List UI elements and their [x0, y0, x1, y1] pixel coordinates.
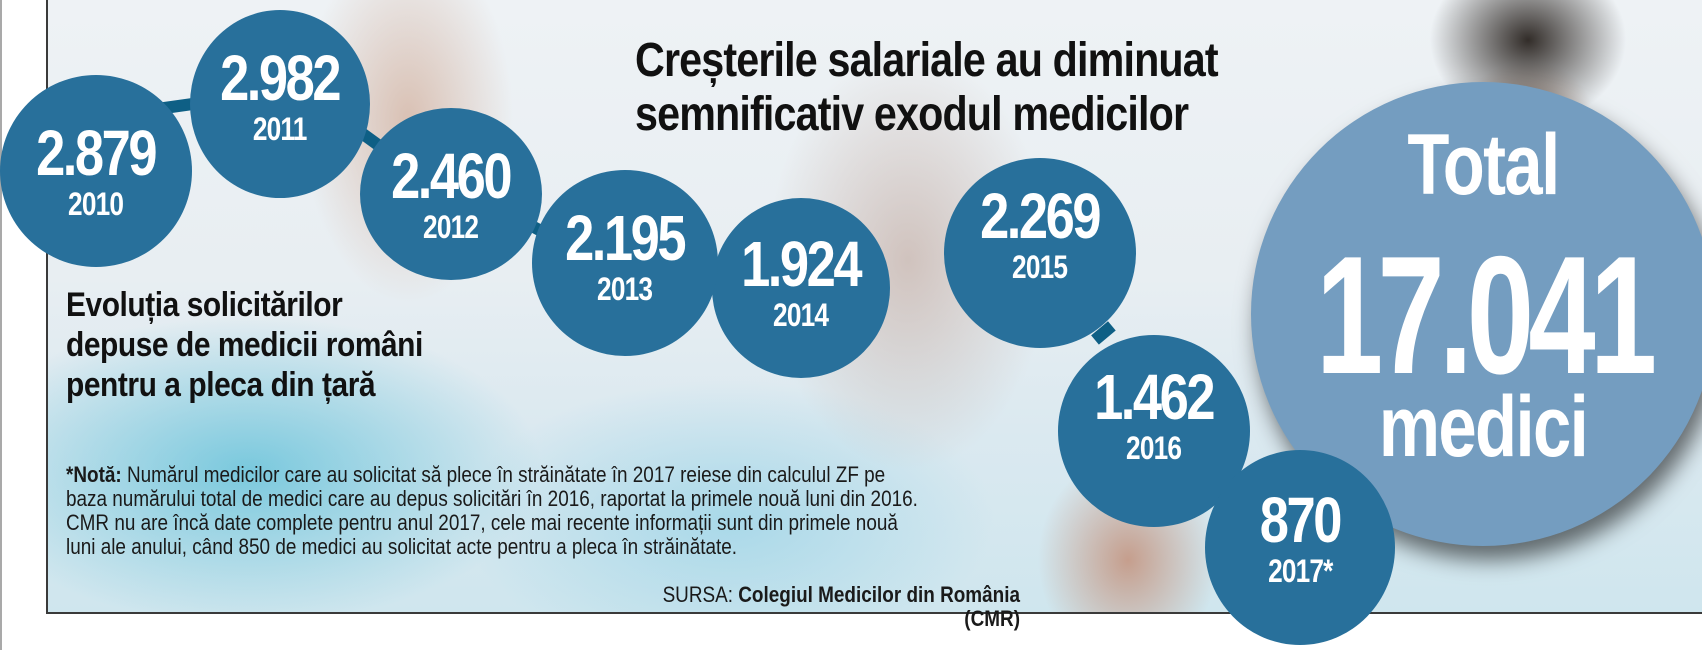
total-value: 17.041: [1315, 221, 1657, 409]
bubble-year: 2017*: [1267, 553, 1333, 589]
footnote-prefix: *Notă:: [66, 462, 122, 487]
headline-line-2: semnificativ exodul medicilor: [635, 88, 1189, 141]
bubble-year: 2016: [1126, 430, 1182, 466]
bubble-2016: 1.462 2016: [1058, 335, 1250, 527]
chart-subtitle: Evoluția solicitărilor depuse de medicii…: [66, 285, 524, 405]
headline: Creșterile salariale au diminuat semnifi…: [635, 34, 1220, 142]
source-credit: SURSA: Colegiul Medicilor din România (C…: [624, 583, 1020, 631]
bubble-2010: 2.879 2010: [0, 75, 192, 267]
bubble-year: 2015: [1012, 249, 1068, 285]
total-label: Total: [1407, 117, 1560, 213]
bubble-value: 2.982: [220, 42, 341, 114]
bubble-year: 2010: [68, 186, 124, 222]
footnote-text: Numărul medicilor care au solicitat să p…: [66, 462, 918, 559]
bubble-value: 2.269: [980, 180, 1101, 252]
subtitle-line-3: pentru a pleca din țară: [66, 366, 376, 404]
bubble-2013: 2.195 2013: [532, 170, 718, 356]
source-label: SURSA:: [662, 582, 739, 607]
bubble-year: 2012: [423, 209, 479, 245]
bubble-value: 2.195: [565, 202, 686, 274]
bubble-year: 2014: [773, 297, 829, 333]
subtitle-line-1: Evoluția solicitărilor: [66, 286, 343, 324]
total-unit: medici: [1378, 379, 1589, 475]
bubble-2012: 2.460 2012: [360, 108, 542, 280]
footnote: *Notă: Numărul medicilor care au solicit…: [66, 463, 926, 559]
bubble-value: 870: [1259, 484, 1343, 556]
bubble-value: 1.924: [741, 228, 862, 300]
bubble-year: 2011: [253, 111, 307, 147]
page-edge-rule: [0, 0, 2, 650]
bubble-2015: 2.269 2015: [944, 158, 1136, 348]
bubble-2014: 1.924 2014: [712, 198, 890, 378]
bubble-value: 2.460: [391, 140, 512, 212]
headline-line-1: Creșterile salariale au diminuat: [635, 34, 1219, 87]
subtitle-line-2: depuse de medicii români: [66, 326, 423, 364]
source-name: Colegiul Medicilor din România (CMR): [738, 582, 1020, 631]
bubble-value: 2.879: [36, 117, 157, 189]
bubble-year: 2013: [597, 271, 653, 307]
bubble-2017: 870 2017*: [1205, 450, 1395, 645]
bubble-2011: 2.982 2011: [190, 10, 370, 198]
bubble-value: 1.462: [1094, 361, 1215, 433]
